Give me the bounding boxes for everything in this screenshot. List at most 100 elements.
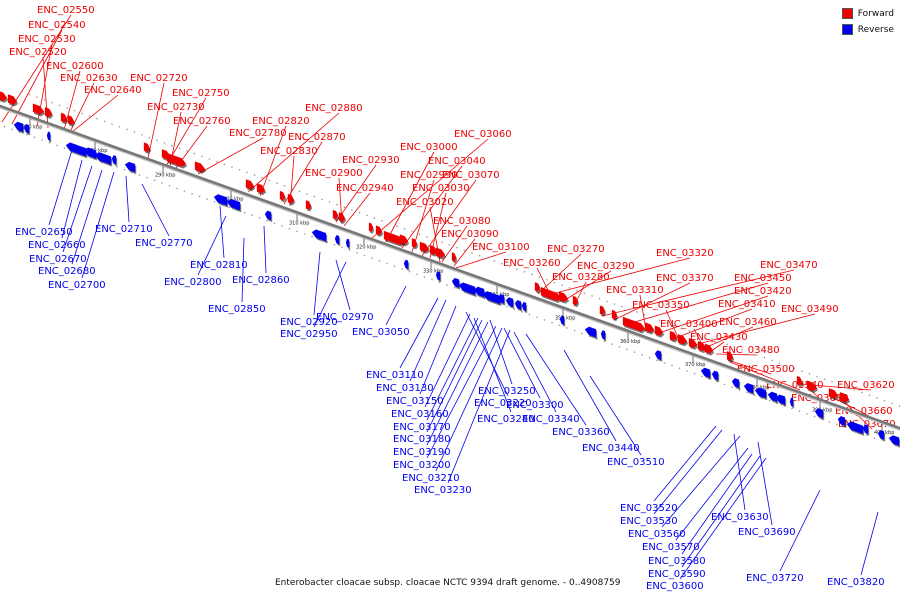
reverse-gene-feature bbox=[435, 271, 442, 283]
forward-track-dot bbox=[448, 244, 451, 246]
forward-gene-label: ENC_03400 bbox=[660, 319, 718, 330]
forward-gene-label: ENC_03030 bbox=[412, 183, 470, 194]
forward-track-dot bbox=[381, 219, 383, 222]
forward-gene-label: ENC_03040 bbox=[428, 156, 486, 167]
reverse-track-dot bbox=[528, 313, 531, 316]
figure-caption: Enterobacter cloacae subsp. cloacae NCTC… bbox=[275, 578, 621, 588]
gene-body bbox=[226, 198, 241, 211]
forward-gene-label: ENC_03540 bbox=[766, 380, 824, 391]
forward-track-dot bbox=[516, 268, 518, 270]
reverse-track-dot bbox=[341, 246, 343, 249]
reverse-track-dot bbox=[521, 311, 523, 313]
legend-label-reverse: Reverse bbox=[857, 24, 894, 35]
forward-track-dot bbox=[21, 91, 23, 93]
reverse-track-dot bbox=[543, 319, 546, 321]
reverse-track-dot bbox=[3, 125, 6, 128]
reverse-gene-label: ENC_02950 bbox=[280, 329, 338, 340]
forward-track-dot bbox=[321, 198, 323, 201]
gene-body bbox=[124, 161, 136, 173]
forward-gene-feature bbox=[435, 247, 447, 260]
forward-gene-feature bbox=[669, 330, 679, 343]
forward-track-dot bbox=[891, 402, 893, 405]
reverse-gene-label: ENC_02850 bbox=[208, 304, 266, 315]
reverse-gene-label: ENC_03210 bbox=[402, 473, 460, 484]
forward-track-dot bbox=[823, 378, 826, 380]
reverse-leader-line bbox=[335, 259, 351, 311]
reverse-gene-feature bbox=[46, 131, 52, 143]
reverse-gene-label: ENC_03250 bbox=[478, 386, 536, 397]
forward-track-dot bbox=[43, 99, 46, 101]
reverse-gene-feature bbox=[754, 387, 768, 401]
forward-track-dot bbox=[741, 348, 743, 351]
reverse-leader-line bbox=[447, 329, 511, 484]
gene-body bbox=[111, 155, 117, 165]
forward-leader-line bbox=[561, 270, 612, 303]
forward-gene-label: ENC_03490 bbox=[781, 304, 839, 315]
reverse-track-dot bbox=[656, 359, 658, 362]
forward-track-dot bbox=[208, 158, 211, 160]
forward-gene-feature bbox=[194, 161, 207, 174]
gene-body bbox=[94, 152, 112, 165]
forward-track-dot bbox=[343, 206, 346, 209]
gene-body bbox=[482, 291, 501, 305]
backbone-line bbox=[0, 104, 900, 430]
forward-track-dot bbox=[786, 364, 788, 367]
forward-gene-label: ENC_03080 bbox=[433, 216, 491, 227]
gene-body bbox=[828, 388, 839, 399]
reverse-gene-label: ENC_03300 bbox=[506, 400, 564, 411]
reverse-gene-feature bbox=[654, 350, 663, 362]
tick-label: 280 kbp bbox=[87, 148, 107, 154]
forward-gene-feature bbox=[622, 316, 647, 334]
forward-gene-label: ENC_03470 bbox=[760, 260, 818, 271]
gene-body bbox=[375, 225, 383, 236]
gene-body bbox=[311, 229, 327, 242]
forward-track-dot bbox=[81, 112, 83, 115]
reverse-track-dot bbox=[813, 415, 816, 418]
reverse-gene-label: ENC_03510 bbox=[607, 457, 665, 468]
forward-track-dot bbox=[658, 319, 661, 321]
reverse-gene-feature bbox=[334, 235, 341, 247]
reverse-track-dot bbox=[573, 329, 576, 332]
forward-gene-label: ENC_03450 bbox=[734, 273, 792, 284]
tick-label: 330 kbp bbox=[423, 268, 443, 274]
reverse-track-dot bbox=[63, 147, 66, 149]
forward-track-dot bbox=[358, 211, 361, 214]
forward-gene-label: ENC_03280 bbox=[552, 272, 610, 283]
reverse-track-dot bbox=[798, 410, 801, 413]
forward-track-dot bbox=[651, 316, 653, 319]
forward-gene-label: ENC_02830 bbox=[260, 146, 318, 157]
reverse-track-dot bbox=[198, 195, 201, 198]
forward-track-dot bbox=[103, 120, 106, 123]
forward-track-dot bbox=[28, 93, 31, 96]
reverse-gene-feature bbox=[94, 152, 113, 167]
forward-leader-line bbox=[371, 138, 489, 239]
forward-track-dot bbox=[463, 249, 466, 252]
forward-gene-feature bbox=[287, 193, 296, 206]
gene-body bbox=[32, 103, 45, 115]
reverse-leader-line bbox=[62, 165, 93, 253]
forward-track-dot bbox=[801, 370, 803, 372]
gene-body bbox=[435, 271, 441, 281]
forward-gene-feature bbox=[305, 200, 313, 212]
reverse-track-dot bbox=[138, 174, 141, 176]
gene-body bbox=[411, 238, 418, 248]
reverse-track-dot bbox=[11, 128, 13, 131]
forward-track-dot bbox=[313, 195, 316, 198]
forward-gene-feature bbox=[611, 309, 619, 322]
reverse-track-dot bbox=[161, 182, 163, 184]
reverse-leader-line bbox=[409, 299, 447, 382]
forward-leader-line bbox=[11, 29, 63, 125]
gene-body bbox=[688, 337, 698, 348]
gene-body bbox=[789, 397, 794, 407]
reverse-leader-line bbox=[424, 313, 471, 408]
tick-label: 360 kbp bbox=[620, 339, 640, 345]
reverse-track-dot bbox=[416, 273, 418, 276]
forward-gene-feature bbox=[32, 103, 46, 117]
reverse-track-dot bbox=[33, 136, 36, 139]
reverse-leader-line bbox=[653, 425, 717, 502]
reverse-gene-label: ENC_03240 bbox=[477, 414, 535, 425]
forward-leader-line bbox=[335, 164, 377, 223]
gene-body bbox=[505, 297, 514, 308]
reverse-gene-label: ENC_02860 bbox=[232, 275, 290, 286]
gene-body bbox=[846, 421, 864, 435]
